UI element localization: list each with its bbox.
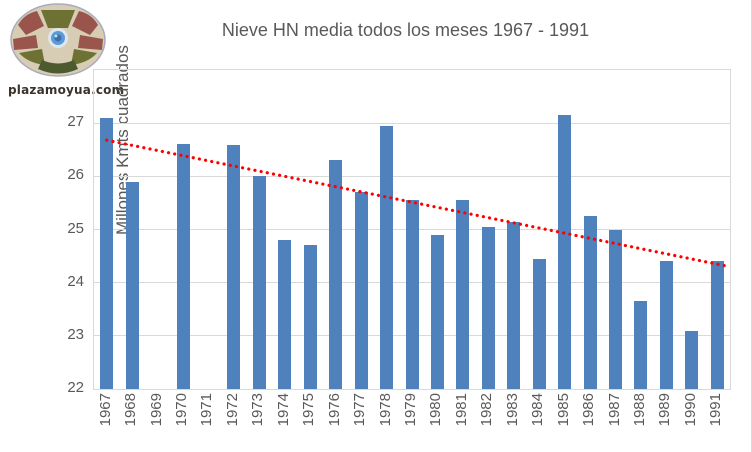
bar-1973 [252, 176, 266, 389]
x-axis-label-1984: 1984 [529, 393, 547, 427]
x-axis-label-1989: 1989 [656, 393, 674, 427]
trendline [105, 138, 731, 269]
bar-1968 [125, 181, 139, 389]
x-axis-label-1976: 1976 [325, 393, 343, 427]
bar-1983 [507, 221, 521, 389]
x-axis-label-1975: 1975 [300, 393, 318, 427]
x-axis-label-1982: 1982 [478, 393, 496, 427]
x-axis-label-1983: 1983 [503, 393, 521, 427]
bar-1990 [685, 330, 699, 389]
y-tick-label-26: 26 [67, 166, 84, 184]
bar-1975 [303, 245, 317, 389]
bar-1987 [609, 229, 623, 389]
bar-1976 [329, 160, 343, 389]
x-axis-label-1967: 1967 [96, 393, 114, 427]
x-axis-label-1988: 1988 [630, 393, 648, 427]
x-axis-label-1981: 1981 [452, 393, 470, 427]
bar-1980 [430, 234, 444, 389]
x-axis-label-1991: 1991 [707, 393, 725, 427]
x-axis-label-1972: 1972 [223, 393, 241, 427]
x-axis-label-1974: 1974 [274, 393, 292, 427]
bar-1977 [354, 192, 368, 389]
x-axis-label-1979: 1979 [402, 393, 419, 427]
x-axis-label-1990: 1990 [681, 393, 699, 427]
bar-1984 [532, 258, 546, 389]
y-tick-label-27: 27 [67, 113, 84, 131]
bar-1967 [100, 117, 114, 389]
plaza-aerial-photo-icon [10, 3, 106, 77]
chart-title: Nieve HN media todos los meses 1967 - 19… [221, 20, 590, 40]
x-axis-label-1978: 1978 [376, 393, 394, 427]
bar-1979 [405, 200, 419, 389]
x-axis-label-1977: 1977 [351, 393, 369, 427]
bar-1989 [659, 261, 673, 389]
bar-1972 [227, 145, 241, 389]
logo-caption: plazamoyua.com [8, 83, 125, 97]
y-tick-label-25: 25 [67, 219, 84, 237]
x-axis-label-1971: 1971 [198, 393, 216, 427]
x-axis-label-1980: 1980 [427, 393, 445, 427]
x-axis-label-1987: 1987 [605, 393, 623, 427]
x-axis-label-1985: 1985 [554, 393, 572, 427]
gridline-27 [94, 122, 730, 124]
y-tick-label-23: 23 [67, 325, 84, 343]
x-axis-label-1968: 1968 [122, 393, 140, 427]
plazamoyua-logo: plazamoyua.com [6, 2, 125, 97]
y-tick-label-24: 24 [67, 272, 84, 290]
bar-1991 [710, 261, 724, 389]
x-axis-label-1970: 1970 [173, 393, 191, 427]
x-axis-label-1973: 1973 [249, 393, 267, 427]
x-axis-label-1986: 1986 [580, 393, 598, 427]
gridline-26 [94, 175, 730, 177]
bar-1970 [176, 144, 190, 389]
bar-1974 [278, 240, 292, 389]
bar-1978 [380, 125, 394, 389]
plot-area [93, 69, 731, 390]
bar-1981 [456, 200, 470, 389]
x-axis-label-1969: 1969 [147, 393, 165, 427]
bar-1982 [481, 226, 495, 389]
y-tick-label-22: 22 [67, 379, 84, 396]
bar-1988 [634, 301, 648, 389]
bar-1985 [558, 115, 572, 389]
bar-1986 [583, 216, 597, 389]
